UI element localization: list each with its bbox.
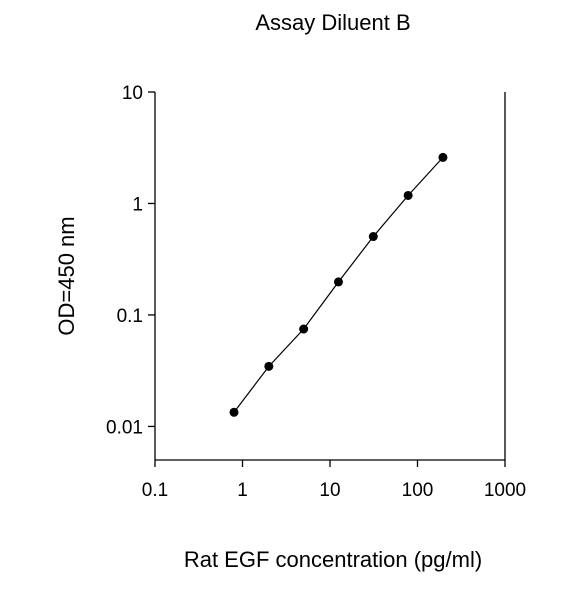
x-tick-label: 100 bbox=[402, 480, 434, 501]
data-point bbox=[229, 407, 239, 417]
data-point bbox=[368, 232, 378, 242]
x-tick-label: 10 bbox=[319, 480, 340, 501]
y-tick-label: 0.01 bbox=[106, 417, 143, 438]
y-axis-label: OD=450 nm bbox=[54, 216, 79, 335]
chart-title: Assay Diluent B bbox=[255, 10, 410, 35]
x-tick-label: 1 bbox=[237, 480, 248, 501]
x-axis-label: Rat EGF concentration (pg/ml) bbox=[184, 547, 482, 572]
x-tick-label: 0.1 bbox=[142, 480, 168, 501]
data-point bbox=[403, 190, 413, 200]
x-tick-label: 1000 bbox=[484, 480, 526, 501]
y-tick-label: 0.1 bbox=[117, 306, 143, 327]
data-point bbox=[333, 277, 343, 287]
data-point bbox=[299, 324, 309, 334]
y-tick-label: 10 bbox=[122, 83, 143, 104]
data-point bbox=[438, 152, 448, 162]
y-tick-label: 1 bbox=[132, 194, 143, 215]
data-point bbox=[264, 361, 274, 371]
